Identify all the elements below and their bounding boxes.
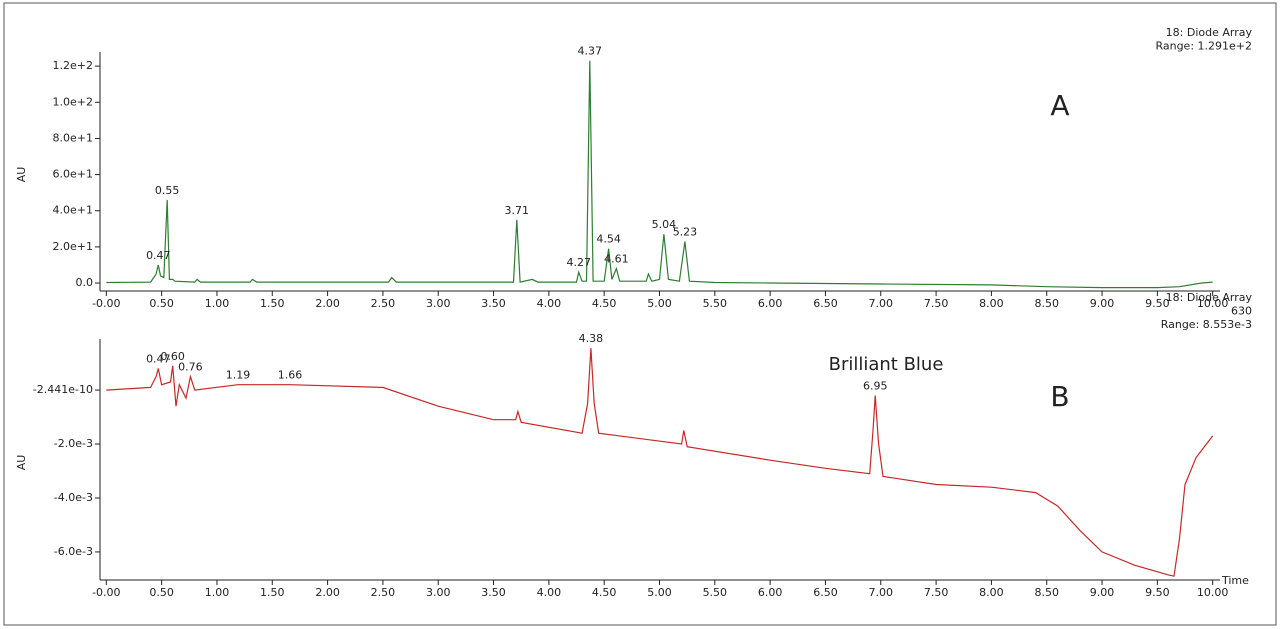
y-tick-label: 2.0e+1 (53, 240, 93, 253)
x-tick-label: 7.00 (869, 586, 894, 599)
y-tick-label: -2.441e-10 (33, 383, 93, 396)
y-tick-label: 0.0 (76, 276, 94, 289)
x-tick-label: 0.50 (149, 297, 174, 310)
x-tick-label: 8.00 (979, 586, 1004, 599)
y-tick-label: -4.0e-3 (54, 491, 93, 504)
peak-label: 0.47 (146, 249, 171, 262)
peak-label: 0.55 (155, 184, 180, 197)
y-tick-label: -6.0e-3 (54, 545, 93, 558)
panel-label: A (1050, 89, 1069, 122)
x-tick-label: 5.00 (647, 586, 672, 599)
y-tick-label: 8.0e+1 (53, 131, 93, 144)
y-tick-label: 1.0e+2 (53, 95, 93, 108)
peak-label: 5.23 (673, 225, 698, 238)
trace (106, 348, 1214, 577)
x-tick-label: 3.50 (481, 586, 506, 599)
peak-label: 1.19 (226, 369, 251, 382)
x-tick-label: 10.00 (1197, 586, 1229, 599)
panel-label: B (1050, 380, 1069, 413)
x-tick-label: 3.00 (426, 297, 451, 310)
x-tick-label: 5.00 (647, 297, 672, 310)
x-tick-label: 1.00 (205, 586, 230, 599)
y-axis-label: AU (15, 455, 28, 471)
y-tick-label: 1.2e+2 (53, 59, 93, 72)
y-tick-label: 4.0e+1 (53, 204, 93, 217)
trace-header: 630 (1231, 305, 1252, 318)
x-tick-label: 1.50 (260, 586, 285, 599)
peak-label: 5.04 (652, 218, 677, 231)
x-tick-label: 5.50 (703, 297, 728, 310)
x-tick-label: 9.50 (1145, 586, 1170, 599)
x-tick-label: 4.50 (592, 586, 617, 599)
x-tick-label: 2.00 (315, 297, 340, 310)
trace-header: Range: 1.291e+2 (1155, 40, 1252, 53)
peak-label: 4.61 (604, 253, 629, 266)
peak-label: 4.54 (596, 233, 621, 246)
peak-label: 0.47 (146, 352, 171, 365)
x-tick-label: 7.50 (924, 586, 949, 599)
y-tick-label: -2.0e-3 (54, 437, 93, 450)
trace-header: 18: Diode Array (1166, 291, 1253, 304)
x-tick-label: 3.50 (481, 297, 506, 310)
x-tick-label: 1.50 (260, 297, 285, 310)
peak-label: 0.76 (178, 361, 203, 374)
y-axis-label: AU (15, 167, 28, 183)
x-tick-label: 6.00 (758, 297, 783, 310)
peak-label: 1.66 (278, 369, 303, 382)
peak-label: 4.38 (579, 332, 604, 345)
peak-label: 3.71 (505, 204, 530, 217)
x-axis-label: Time (1221, 574, 1249, 587)
peak-label: 6.95 (863, 379, 888, 392)
x-tick-label: 4.50 (592, 297, 617, 310)
peak-label: 4.37 (578, 45, 603, 58)
x-tick-label: 8.00 (979, 297, 1004, 310)
peak-label: 0.60 (160, 350, 185, 363)
x-tick-label: 9.50 (1145, 297, 1170, 310)
x-tick-label: 4.00 (537, 586, 562, 599)
x-tick-label: 6.50 (813, 586, 838, 599)
annotation: Brilliant Blue (829, 354, 944, 375)
x-tick-label: 2.50 (371, 586, 396, 599)
x-tick-label: 6.00 (758, 586, 783, 599)
y-tick-label: 6.0e+1 (53, 168, 93, 181)
x-tick-label: 9.00 (1090, 297, 1115, 310)
x-tick-label: 6.50 (813, 297, 838, 310)
x-tick-label: 2.50 (371, 297, 396, 310)
x-tick-label: 9.00 (1090, 586, 1115, 599)
x-tick-label: 4.00 (537, 297, 562, 310)
trace-header: Range: 8.553e-3 (1161, 318, 1252, 331)
x-tick-label: 7.00 (869, 297, 894, 310)
x-tick-label: 10.00 (1197, 297, 1229, 310)
frame (3, 2, 1277, 626)
trace-header: 18: Diode Array (1166, 26, 1253, 39)
x-tick-label: -0.00 (92, 297, 120, 310)
peak-label: 4.27 (566, 256, 591, 269)
x-tick-label: 3.00 (426, 586, 451, 599)
x-tick-label: 8.50 (1034, 586, 1059, 599)
x-tick-label: -0.00 (92, 586, 120, 599)
x-tick-label: 5.50 (703, 586, 728, 599)
x-tick-label: 7.50 (924, 297, 949, 310)
x-tick-label: 1.00 (205, 297, 230, 310)
x-tick-label: 2.00 (315, 586, 340, 599)
x-tick-label: 0.50 (149, 586, 174, 599)
x-tick-label: 8.50 (1034, 297, 1059, 310)
trace (106, 60, 1213, 289)
